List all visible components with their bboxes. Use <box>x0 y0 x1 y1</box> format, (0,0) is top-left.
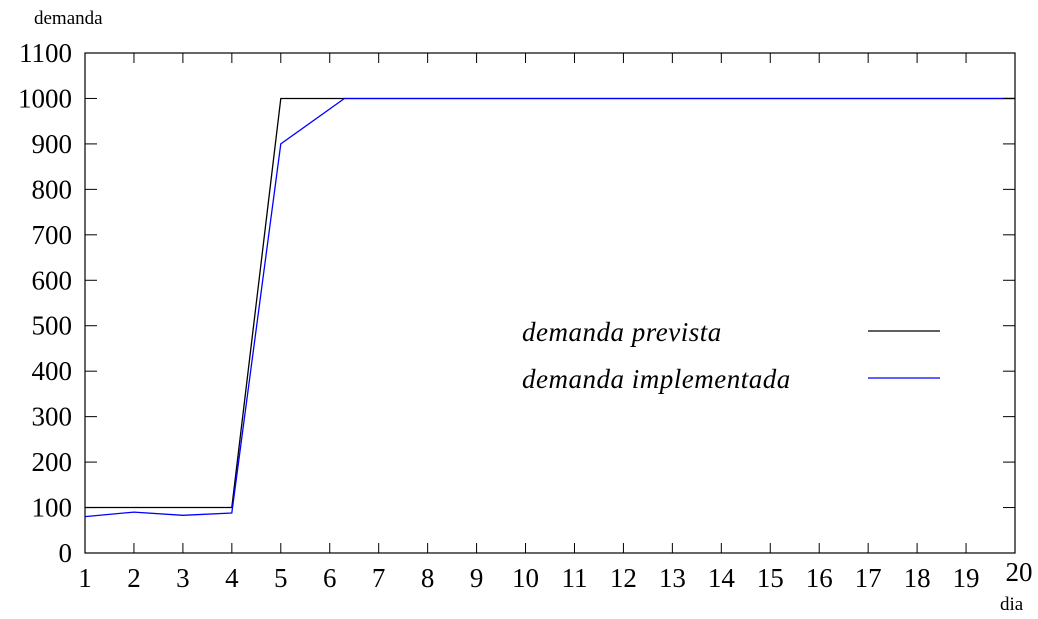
y-tick-label: 600 <box>32 265 73 295</box>
series-lines <box>84 97 1015 518</box>
legend-label: demanda prevista <box>522 317 722 347</box>
x-tick-label: 12 <box>610 563 637 593</box>
x-tick-label: 10 <box>512 563 539 593</box>
x-tick-label: 4 <box>225 563 239 593</box>
y-tick-label: 700 <box>32 220 73 250</box>
plot-frame <box>84 52 1016 554</box>
x-tick-label: 13 <box>659 563 686 593</box>
y-tick-label: 0 <box>59 538 73 568</box>
x-tick-label: 17 <box>855 563 882 593</box>
y-tick-label: 400 <box>32 356 73 386</box>
x-tick-label: 3 <box>176 563 190 593</box>
x-tick-label: 15 <box>757 563 784 593</box>
y-tick-label: 1100 <box>19 38 72 68</box>
x-tick-label: 18 <box>904 563 931 593</box>
x-tick-label: 14 <box>708 563 736 593</box>
y-tick-label: 200 <box>32 447 73 477</box>
x-tick-label: 2 <box>127 563 141 593</box>
series-line-1 <box>85 97 1015 509</box>
x-tick-label: 20 <box>1006 557 1033 587</box>
x-tick-label: 5 <box>274 563 288 593</box>
tick-marks <box>84 52 1016 554</box>
x-tick-label: 11 <box>561 563 587 593</box>
y-axis-title: demanda <box>34 8 103 29</box>
tick-labels: 1 2 3 4 5 6 7 8 9 10 11 12 13 14 15 16 17 18 19 20010020030… <box>18 38 1033 593</box>
x-tick-label: 16 <box>806 563 833 593</box>
x-tick-label: 6 <box>323 563 337 593</box>
x-tick-label: 1 <box>78 563 92 593</box>
x-tick-label: 9 <box>470 563 484 593</box>
y-tick-label: 500 <box>32 311 73 341</box>
y-tick-label: 1000 <box>18 83 72 113</box>
x-axis-title: dia <box>1000 594 1024 614</box>
x-tick-label: 7 <box>372 563 386 593</box>
series-line-2 <box>84 97 1015 518</box>
x-tick-label: 19 <box>953 563 980 593</box>
y-tick-label: 300 <box>32 402 73 432</box>
legend: demanda prevista demanda implementada <box>522 317 940 394</box>
legend-label: demanda implementada <box>522 364 791 394</box>
plot-border <box>84 52 1016 554</box>
y-tick-label: 900 <box>32 129 73 159</box>
x-tick-label: 8 <box>421 563 435 593</box>
y-tick-label: 800 <box>32 174 73 204</box>
y-tick-label: 100 <box>32 493 73 523</box>
